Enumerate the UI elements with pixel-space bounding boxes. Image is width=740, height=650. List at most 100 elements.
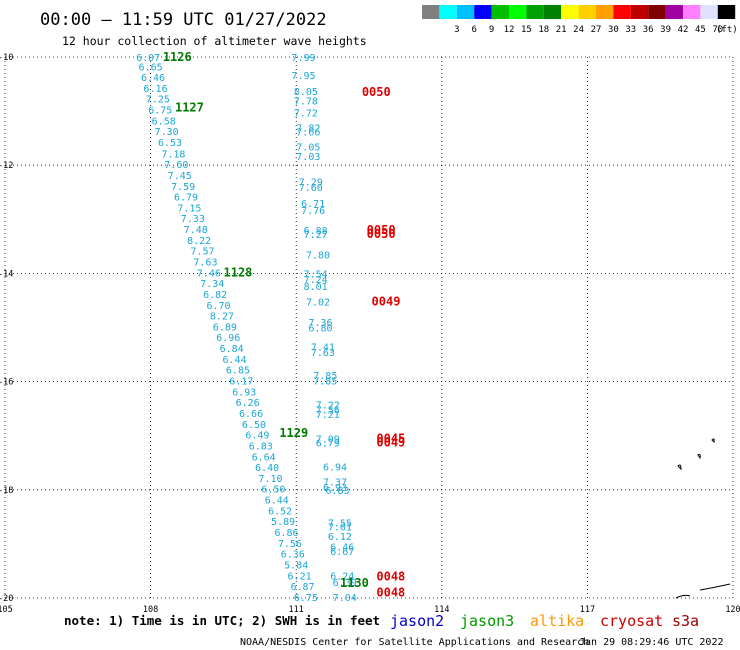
wave-height-label: 7.37 — [323, 478, 347, 489]
wave-height-label: 7.60 — [299, 183, 323, 194]
wave-height-label: 6.85 — [226, 366, 250, 377]
wave-height-label: 6.21 — [288, 571, 312, 582]
legend-swatch — [683, 5, 701, 19]
wave-height-label: 7.60 — [164, 160, 188, 171]
x-tick-label: 114 — [434, 605, 449, 615]
wave-height-label: 8.05 — [294, 87, 318, 98]
x-tick-label: 108 — [143, 605, 158, 615]
legend-tick-label: 15 — [521, 25, 532, 35]
map-grid — [4, 56, 734, 599]
wave-height-label: 7.63 — [193, 257, 217, 268]
wave-height-label: 7.25 — [146, 95, 170, 106]
wave-height-label: 6.67 — [330, 547, 354, 558]
satellite-name: s3a — [672, 612, 699, 630]
satellite-name: cryosat — [600, 612, 663, 630]
pass-time-label: 0050 — [367, 227, 396, 241]
wave-height-label: 7.63 — [311, 348, 335, 359]
wave-height-label: 6.50 — [261, 485, 285, 496]
wave-height-label: 6.71 — [301, 199, 325, 210]
legend-tick-label: 24 — [573, 25, 584, 35]
legend-swatch — [526, 5, 544, 19]
satellite-legend: jason2 jason3 altika cryosat s3a — [390, 612, 699, 630]
wave-height-label: 6.46 — [330, 543, 354, 554]
pass-time-label: 0050 — [362, 85, 391, 99]
legend-swatch — [456, 5, 475, 19]
legend-tick-label: 3 — [454, 25, 459, 35]
wave-height-label: 8.27 — [210, 312, 234, 323]
wave-height-label: 7.29 — [299, 177, 323, 188]
wave-height-label: 6.70 — [206, 301, 230, 312]
legend-tick-label: 6 — [471, 25, 476, 35]
wave-height-label: 7.45 — [168, 171, 192, 182]
legend-swatch — [422, 5, 440, 19]
wave-height-label: 6.46 — [141, 73, 165, 84]
legend-swatch — [543, 5, 562, 19]
wave-height-label: 6.93 — [232, 387, 256, 398]
legend-tick-label: 42 — [678, 25, 689, 35]
pass-time-label: 0049 — [372, 295, 401, 309]
wave-height-label: 6.80 — [308, 324, 332, 335]
wave-height-label: 6.96 — [216, 333, 240, 344]
wave-height-label: 7.55 — [328, 518, 352, 529]
pass-time-label: 1128 — [224, 265, 253, 279]
wave-height-label: 5.89 — [271, 517, 295, 528]
wave-height-label: 7.59 — [171, 182, 195, 193]
legend-tick-label: 30 — [608, 25, 619, 35]
coastline — [675, 438, 731, 599]
legend-unit: (ft) — [716, 25, 738, 35]
legend-swatch — [491, 5, 509, 19]
pass-time-label: 1127 — [175, 100, 204, 114]
wave-height-label: 7.09 — [316, 434, 340, 445]
wave-height-label: 6.44 — [265, 496, 289, 507]
wave-height-label: 6.88 — [304, 226, 328, 237]
y-tick-label: -18 — [0, 486, 13, 496]
pass-time-label: 1129 — [279, 426, 308, 440]
wave-height-label: 5.84 — [284, 560, 308, 571]
wave-height-label: 7.48 — [184, 225, 208, 236]
wave-height-label: 7.22 — [316, 400, 340, 411]
wave-height-label: 7.56 — [278, 539, 302, 550]
wave-height-label: 6.07 — [136, 53, 160, 64]
wave-height-label: 7.01 — [328, 523, 352, 534]
wave-height-label: 6.84 — [220, 344, 244, 355]
wave-height-label: 6.17 — [229, 377, 253, 388]
wave-height-label: 7.95 — [291, 71, 315, 82]
legend-swatch — [509, 5, 527, 19]
wave-height-label: 7.78 — [294, 96, 318, 107]
legend-swatch — [578, 5, 596, 19]
wave-height-label: 7.66 — [296, 128, 320, 139]
wave-height-label: 7.27 — [304, 230, 328, 241]
wave-height-label: 6.58 — [152, 116, 176, 127]
wave-height-label: 7.30 — [155, 127, 179, 138]
wave-height-label: 7.04 — [333, 593, 357, 604]
y-tick-label: -12 — [0, 161, 13, 171]
wave-height-label: 7.02 — [306, 298, 330, 309]
wave-height-label: 6.53 — [158, 138, 182, 149]
wave-height-label: 7.99 — [291, 53, 315, 64]
legend-tick-label: 21 — [556, 25, 567, 35]
wave-height-values: 6.076.656.466.167.256.756.587.306.537.18… — [136, 53, 357, 604]
wave-height-label: 7.57 — [190, 247, 214, 258]
wave-height-label: 6.16 — [143, 84, 167, 95]
wave-height-label: 6.79 — [316, 439, 340, 450]
wave-height-label: 7.82 — [296, 123, 320, 134]
wave-height-label: 7.41 — [311, 342, 335, 353]
legend-tick-label: 9 — [489, 25, 494, 35]
y-tick-label: -16 — [0, 378, 13, 388]
wave-height-label: 7.34 — [200, 279, 224, 290]
wave-height-label: 6.65 — [139, 63, 163, 74]
wave-height-label: 7.56 — [316, 406, 340, 417]
color-legend: 3 6 9 12 15 18 21 24 27 30 33 36 39 42 45 70(ft) — [422, 5, 738, 35]
wave-height-label: 7.46 — [197, 268, 221, 279]
footer-note: note: 1) Time is in UTC; 2) SWH is in fe… — [64, 613, 380, 628]
wave-height-label: 7.33 — [181, 214, 205, 225]
wave-height-label: 6.52 — [268, 506, 292, 517]
wave-height-label: 7.15 — [177, 203, 201, 214]
wave-height-label: 6.89 — [213, 322, 237, 333]
wave-height-label: 6.83 — [249, 441, 273, 452]
wave-height-label: 6.87 — [290, 582, 314, 593]
wave-height-label: 6.66 — [239, 409, 263, 420]
legend-swatch — [613, 5, 631, 19]
footer-credit: NOAA/NESDIS Center for Satellite Applica… — [240, 637, 589, 648]
